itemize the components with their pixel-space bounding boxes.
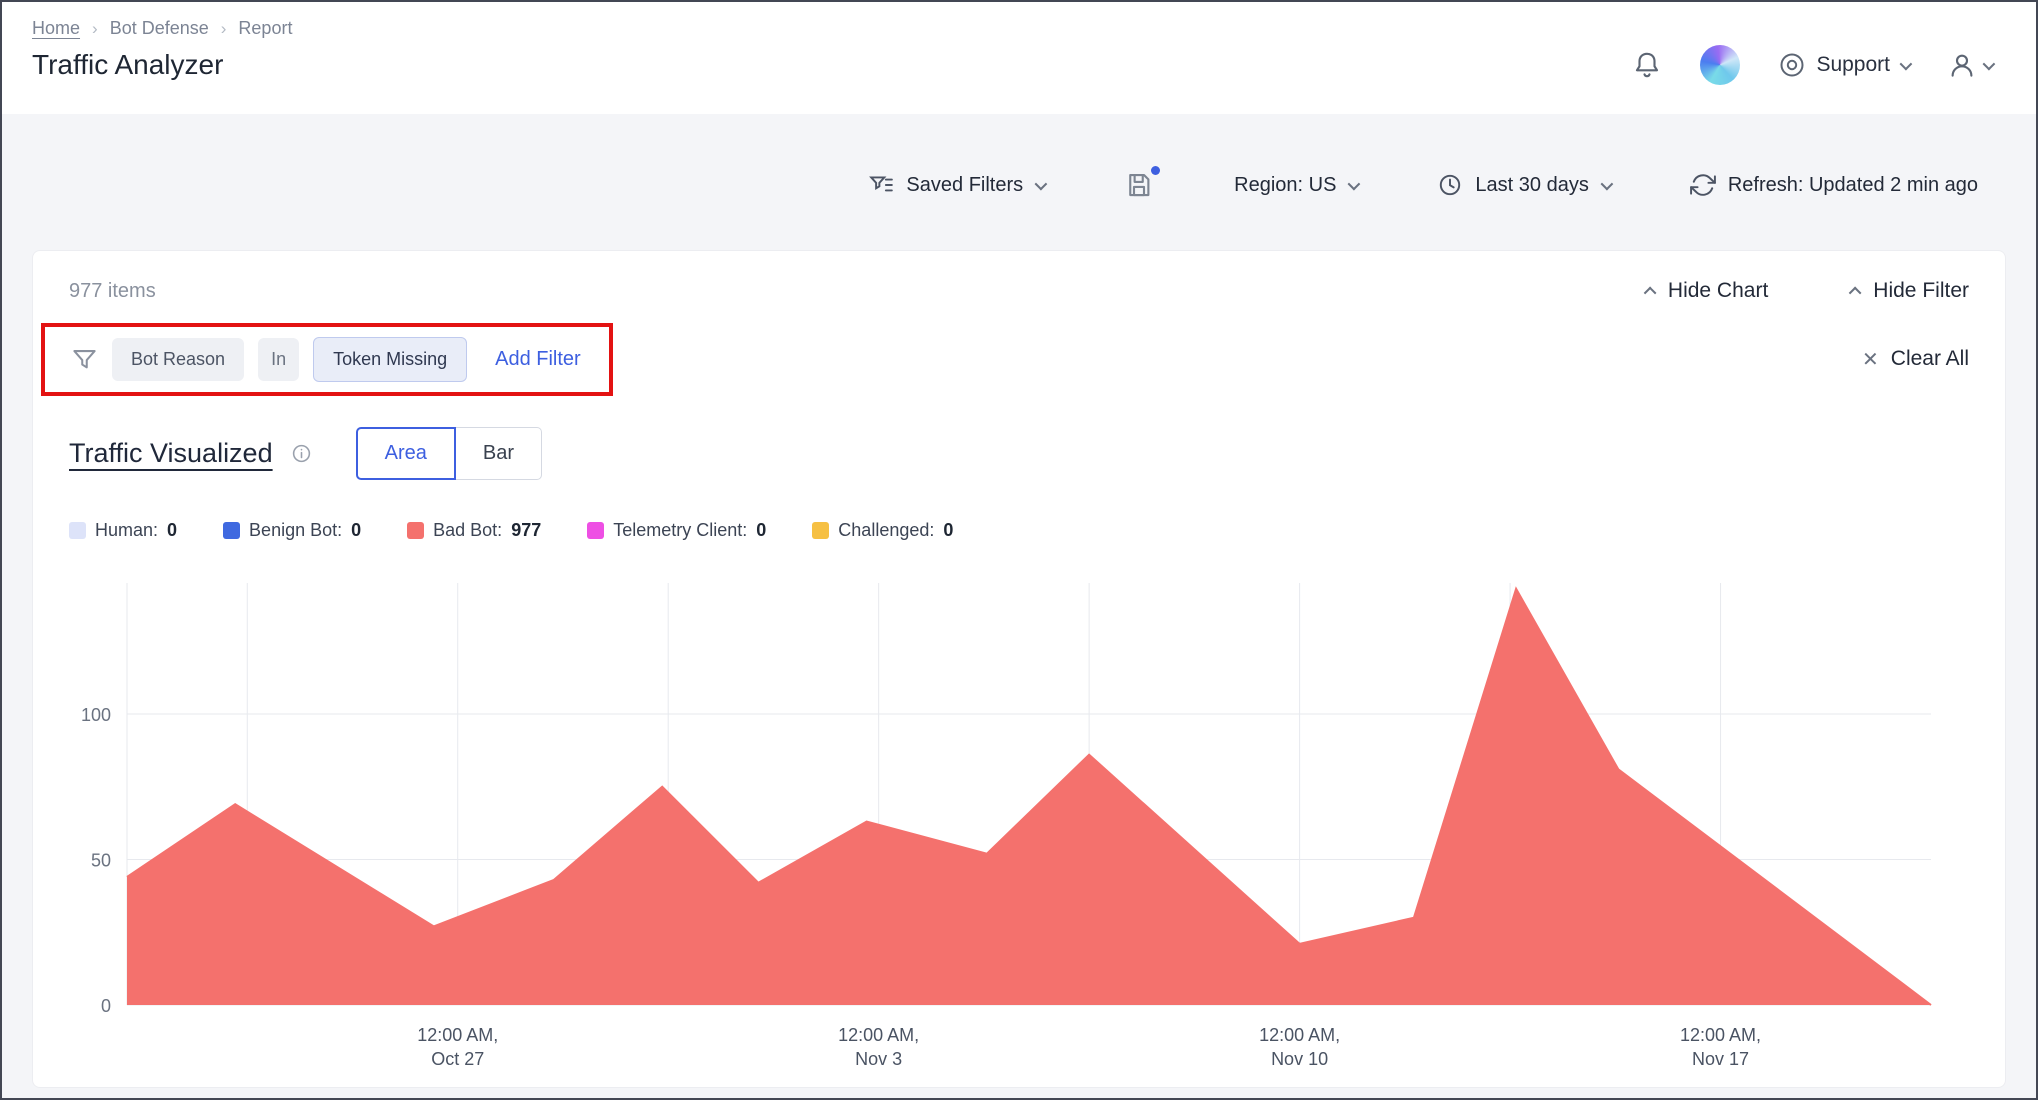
refresh-label: Refresh: Updated 2 min ago [1727,173,1978,196]
breadcrumb-separator-icon: › [92,18,98,38]
refresh-button[interactable]: Refresh: Updated 2 min ago [1689,172,1978,198]
info-icon[interactable] [291,443,312,464]
items-count: 977 items [69,279,156,302]
section-title: Traffic Visualized [69,438,273,468]
traffic-area-chart: 0 50 100 12:00 AM, Oct 27 12:00 AM, Nov 3 12:00… [81,583,1932,1069]
svg-text:12:00 AM,: 12:00 AM, [1259,1025,1340,1045]
hide-controls: Hide Chart Hide Filter [1643,279,1969,303]
chevron-down-icon [1034,177,1048,190]
breadcrumb-home-link[interactable]: Home [32,18,81,38]
filter-field-chip[interactable]: Bot Reason [112,337,245,381]
save-filter-button[interactable] [1124,166,1161,200]
svg-text:Oct 27: Oct 27 [431,1049,484,1069]
region-dropdown[interactable]: Region: US [1234,173,1361,197]
add-filter-button[interactable]: Add Filter [495,347,581,370]
filter-operator-chip[interactable]: In [258,337,300,381]
legend-swatch-human [69,522,86,539]
chevron-up-icon [1643,286,1657,299]
breadcrumb-bot-defense[interactable]: Bot Defense [109,18,209,38]
svg-text:100: 100 [81,705,111,725]
legend-item-human: Human: 0 [69,520,177,541]
hide-chart-label: Hide Chart [1667,279,1769,302]
saved-filters-label: Saved Filters [906,173,1024,196]
svg-text:12:00 AM,: 12:00 AM, [838,1025,919,1045]
saved-filters-icon [869,176,894,192]
legend-value: 0 [351,520,362,540]
svg-text:12:00 AM,: 12:00 AM, [1680,1025,1761,1045]
support-label: Support [1816,53,1890,76]
hide-filter-button[interactable]: Hide Filter [1849,279,1969,303]
save-icon [1129,173,1150,197]
user-menu[interactable] [1947,50,1996,80]
clock-icon [1440,174,1461,196]
filter-value-chip[interactable]: Token Missing [313,336,468,382]
chart-type-toggle: Area Bar [355,427,542,480]
notification-bell-icon[interactable] [1632,50,1662,80]
workspace-avatar[interactable] [1700,45,1741,85]
chart-type-area-button[interactable]: Area [355,427,456,480]
chevron-down-icon [1899,57,1913,70]
legend-label: Bad Bot: [433,520,503,540]
card-header-row: 977 items Hide Chart Hide Filter [69,279,1969,303]
legend-swatch-bad-bot [407,522,425,539]
breadcrumb-report: Report [238,18,293,38]
filter-row: Bot Reason In Token Missing Add Filter ✕… [41,322,1969,396]
clear-all-label: Clear All [1890,347,1969,370]
chart-container: 0 50 100 12:00 AM, Oct 27 12:00 AM, Nov 3 12:00… [69,571,1969,1076]
chevron-down-icon [1982,57,1996,70]
time-range-label: Last 30 days [1475,173,1589,196]
chevron-down-icon [1347,177,1361,190]
region-label: Region: US [1234,173,1337,196]
breadcrumb: Home › Bot Defense › Report [32,18,292,39]
legend-swatch-telemetry-client [587,522,605,539]
chevron-down-icon [1600,177,1614,190]
user-icon [1951,54,1973,77]
close-icon: ✕ [1862,348,1879,371]
time-range-dropdown[interactable]: Last 30 days [1437,172,1614,198]
legend-label: Human: [95,520,159,540]
topbar-left: Home › Bot Defense › Report Traffic Anal… [32,18,292,114]
topbar: Home › Bot Defense › Report Traffic Anal… [2,2,2036,114]
active-filter-group: Bot Reason In Token Missing Add Filter [41,322,613,396]
legend-label: Challenged: [838,520,935,540]
traffic-card: 977 items Hide Chart Hide Filter Bot Rea… [32,250,2006,1088]
filter-funnel-icon [73,349,96,368]
chart-legend: Human: 0 Benign Bot: 0 Bad Bot: 977 Tele… [69,520,1969,541]
legend-item-challenged: Challenged: 0 [812,520,953,541]
page-title: Traffic Analyzer [32,49,224,80]
refresh-icon [1689,174,1716,196]
chevron-up-icon [1849,286,1862,299]
chart-type-bar-button[interactable]: Bar [455,427,542,480]
legend-item-telemetry-client: Telemetry Client: 0 [587,520,766,541]
svg-text:12:00 AM,: 12:00 AM, [417,1025,498,1045]
unsaved-indicator-dot [1151,166,1161,175]
svg-text:Nov 17: Nov 17 [1692,1049,1749,1069]
topbar-right: Support [1632,42,1996,88]
legend-label: Benign Bot: [249,520,343,540]
hide-chart-button[interactable]: Hide Chart [1643,279,1769,303]
section-header: Traffic Visualized Area Bar [69,427,1969,480]
legend-value: 0 [943,520,954,540]
breadcrumb-separator-icon: › [220,18,227,38]
legend-value: 0 [167,520,178,540]
saved-filters-dropdown[interactable]: Saved Filters [868,172,1048,198]
hide-filter-label: Hide Filter [1873,279,1969,302]
svg-text:50: 50 [91,850,111,870]
legend-label: Telemetry Client: [613,520,748,540]
support-menu[interactable]: Support [1778,51,1913,79]
svg-text:0: 0 [101,996,111,1016]
legend-value: 0 [756,520,767,540]
report-toolbar: Saved Filters Region: US Last 30 days [2,114,2036,200]
legend-swatch-benign-bot [223,522,241,539]
legend-item-bad-bot: Bad Bot: 977 [407,520,541,541]
svg-text:Nov 10: Nov 10 [1271,1049,1328,1069]
clear-all-button[interactable]: ✕ Clear All [1862,347,1969,372]
legend-swatch-challenged [812,522,830,539]
legend-value: 977 [511,520,542,540]
legend-item-benign-bot: Benign Bot: 0 [223,520,361,541]
support-icon [1780,53,1804,77]
svg-text:Nov 3: Nov 3 [855,1049,902,1069]
